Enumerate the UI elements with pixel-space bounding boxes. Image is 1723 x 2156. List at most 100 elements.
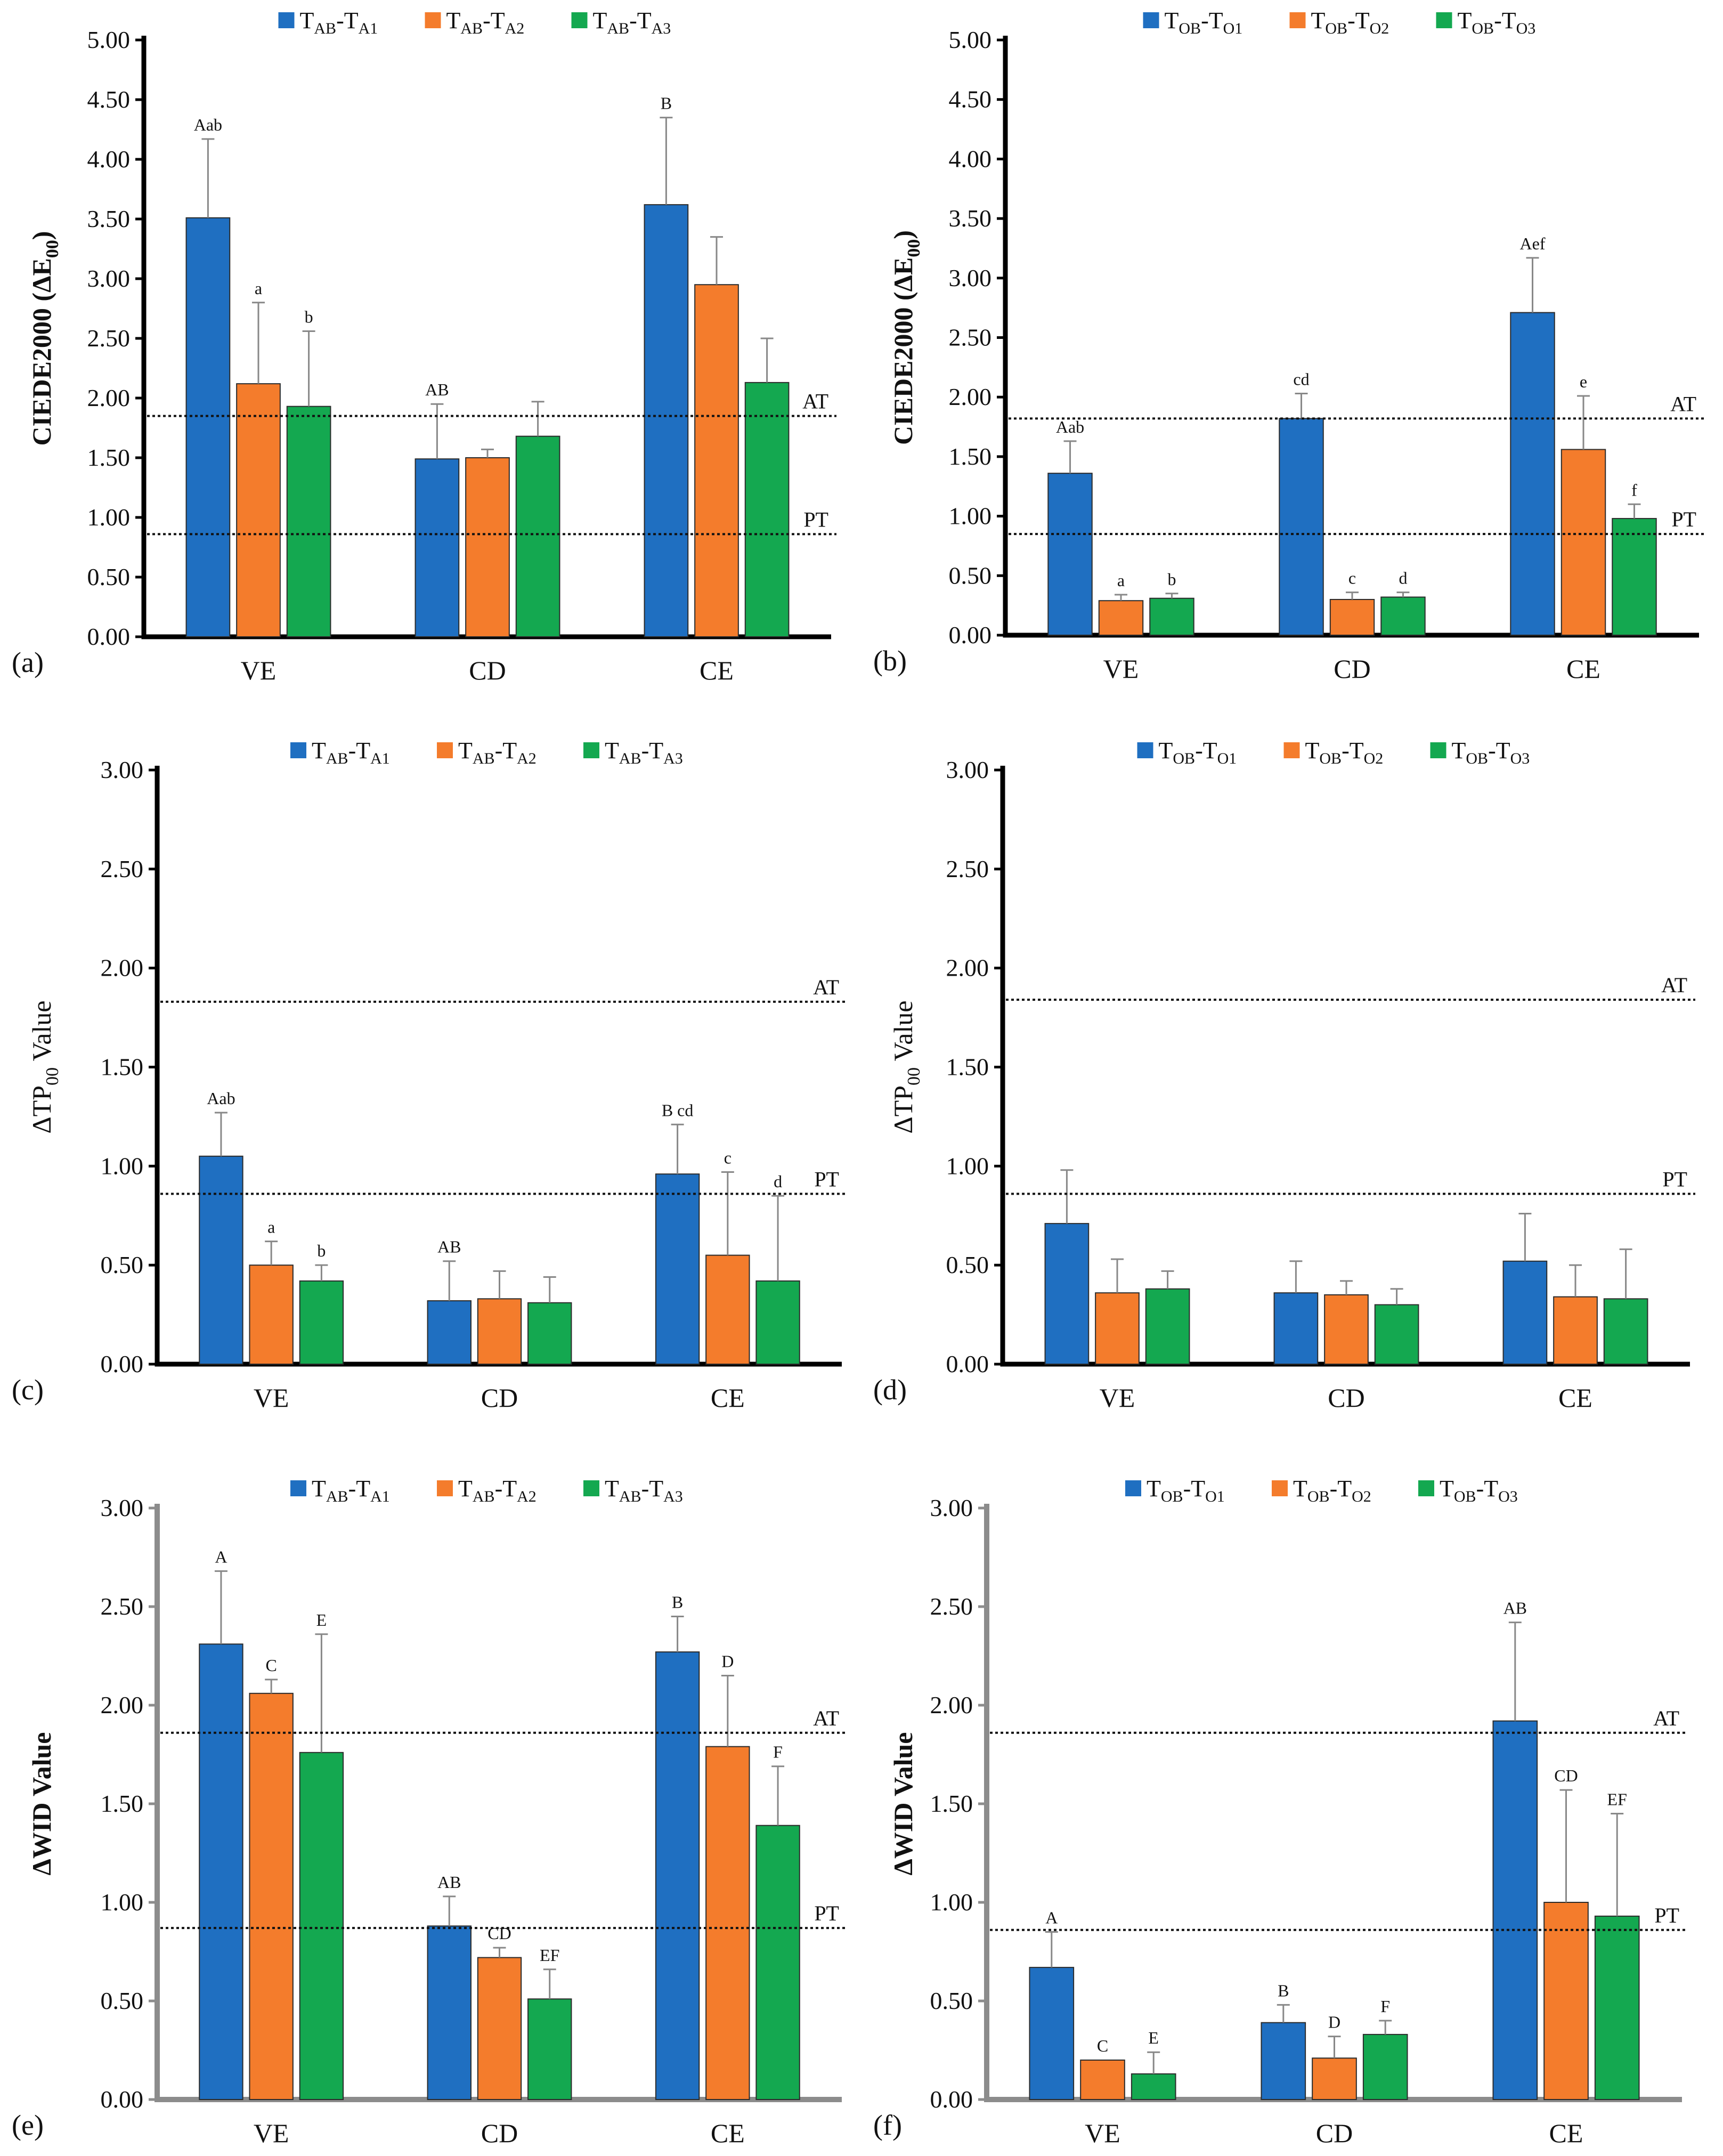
legend-label-main: T: [593, 7, 607, 34]
significance-label: Aef: [1520, 234, 1546, 253]
legend: TOB-TO1 TOB-TO2 TOB-TO3: [1143, 7, 1535, 37]
bar: [655, 1651, 700, 2101]
significance-label: a: [267, 1218, 275, 1237]
significance-label: C: [265, 1656, 277, 1675]
significance-label: b: [305, 307, 313, 327]
y-tick-label: 2.00: [946, 954, 989, 982]
legend-swatch: [1143, 12, 1159, 28]
y-axis-label-main: ΔTP: [888, 1085, 918, 1134]
legend-label-sub1: AB: [607, 20, 629, 37]
chart-panel-c: 0.00 0.50 1.00 1.50 2.00 2.50 3.00 ΔTP00 Value V…: [0, 717, 862, 1439]
significance-label: C: [1097, 2036, 1108, 2055]
legend-swatch: [1272, 1480, 1288, 1496]
legend-label-sub2: O1: [1205, 1488, 1225, 1505]
bar: [1273, 1292, 1319, 1365]
bar: [527, 1302, 572, 1365]
y-axis-label-main: CIEDE2000 (ΔE: [27, 258, 56, 445]
y-axis-label: ΔTP00 Value: [27, 1001, 62, 1134]
legend-swatch: [437, 1480, 453, 1496]
legend-label-main: T: [605, 737, 619, 764]
bar: [1098, 600, 1144, 636]
y-tick-label: 2.00: [101, 1691, 144, 1719]
x-category-label: CE: [1566, 654, 1600, 684]
y-tick-label: 1.00: [949, 502, 992, 530]
y-tick-label: 3.00: [930, 1494, 973, 1521]
bar: [1131, 2073, 1176, 2101]
legend: TAB-TA1 TAB-TA2 TAB-TA3: [290, 1476, 683, 1505]
significance-label: B: [1278, 1981, 1289, 2000]
legend-swatch: [1436, 12, 1452, 28]
legend-label: TAB-TA1: [312, 737, 390, 767]
bar: [477, 1957, 522, 2100]
legend-swatch: [583, 1480, 599, 1496]
legend-label-sub1: AB: [460, 20, 483, 37]
x-category-label: VE: [241, 655, 277, 685]
legend-label-sub1: AB: [326, 750, 348, 767]
bar: [705, 1254, 750, 1365]
legend-swatch: [1289, 12, 1306, 28]
legend-label-sub1: OB: [1319, 750, 1342, 767]
y-axis-label-end: ): [888, 230, 918, 239]
legend-label-mid: -T: [1488, 737, 1510, 764]
legend-label-mid: -T: [1494, 7, 1516, 34]
y-axis-label-main: CIEDE2000 (ΔE: [888, 257, 918, 445]
x-category-label: VE: [1100, 1383, 1135, 1413]
x-category-label: VE: [1085, 2118, 1120, 2148]
y-tick-label: 2.00: [930, 1691, 973, 1719]
chart-svg: 0.00 0.50 1.00 1.50 2.00 2.50 3.00 3.50 4.00 4.50…: [12, 7, 836, 685]
legend-label-mid: -T: [1476, 1476, 1499, 1502]
legend-label-main: T: [458, 737, 473, 764]
bar: [1329, 598, 1375, 636]
legend-label-main: T: [446, 7, 461, 34]
legend-label-sub1: OB: [1454, 1488, 1476, 1505]
significance-label: Aab: [194, 115, 222, 134]
y-tick-label: 0.00: [949, 621, 992, 649]
chart-svg: 0.00 0.50 1.00 1.50 2.00 2.50 3.00 3.50 4.00 4.50…: [873, 7, 1704, 684]
bar: [1029, 1967, 1075, 2100]
y-tick-label: 2.00: [949, 383, 992, 410]
bar: [415, 458, 460, 637]
legend-label-mid: -T: [495, 1476, 517, 1502]
x-category-label: CE: [1558, 1383, 1592, 1413]
legend-swatch: [571, 12, 588, 28]
bar: [1603, 1298, 1648, 1365]
bar: [427, 1925, 472, 2101]
legend-swatch: [290, 742, 306, 758]
bar: [286, 406, 331, 637]
significance-label: Aab: [1056, 417, 1084, 436]
x-category-label: CE: [700, 655, 734, 685]
chart-svg: 0.00 0.50 1.00 1.50 2.00 2.50 3.00 ΔWID Value VE…: [12, 1476, 847, 2148]
y-tick-label: 0.00: [101, 2086, 144, 2113]
legend-label-main: T: [1440, 1476, 1454, 1502]
y-tick-label: 2.50: [101, 1593, 144, 1620]
bar: [644, 204, 689, 637]
significance-label: c: [1348, 569, 1356, 588]
legend-label-main: T: [1147, 1476, 1161, 1502]
legend-label-sub2: A2: [517, 1488, 537, 1505]
significance-label: F: [773, 1742, 783, 1762]
bar: [1145, 1288, 1190, 1365]
bar: [1502, 1260, 1548, 1365]
y-tick-label: 3.50: [87, 205, 131, 232]
panel-label: (b): [873, 645, 907, 677]
significance-label: a: [1117, 571, 1125, 590]
bar: [1047, 473, 1093, 636]
threshold-label: AT: [1661, 973, 1687, 997]
panel-label: (d): [873, 1374, 907, 1406]
legend-label-main: T: [312, 1476, 326, 1502]
significance-label: b: [317, 1241, 326, 1260]
y-tick-label: 3.50: [949, 205, 992, 232]
legend-label-main: T: [1159, 737, 1173, 764]
legend-label-sub2: A1: [370, 1488, 390, 1505]
x-category-label: VE: [1103, 654, 1139, 684]
legend-label-sub2: A2: [505, 20, 525, 37]
significance-label: E: [316, 1610, 327, 1630]
x-category-label: VE: [254, 2118, 289, 2148]
y-tick-label: 3.00: [87, 265, 131, 292]
legend-swatch: [278, 12, 295, 28]
panel-label: (f): [873, 2109, 902, 2141]
bar: [1594, 1915, 1640, 2101]
legend-label: TOB-TO1: [1165, 7, 1243, 37]
legend-label-mid: -T: [1330, 1476, 1352, 1502]
